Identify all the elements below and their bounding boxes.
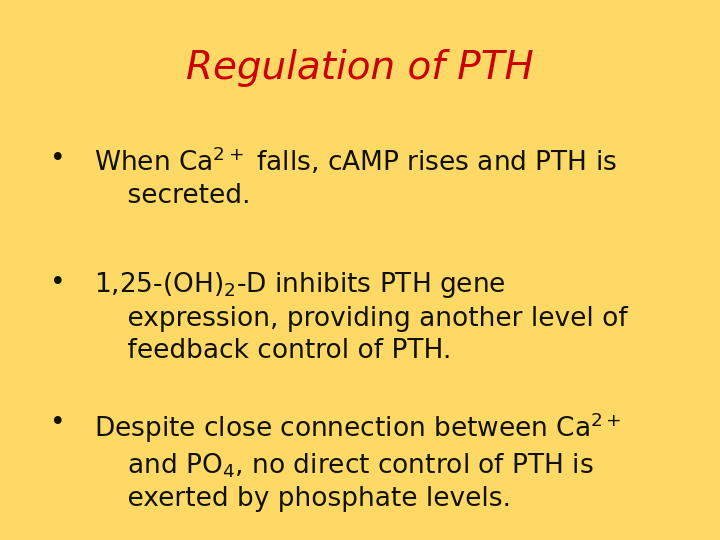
- Text: Despite close connection between Ca$^{2+}$
    and PO$_4$, no direct control of : Despite close connection between Ca$^{2+…: [94, 410, 621, 512]
- Text: 1,25-(OH)$_2$-D inhibits PTH gene
    expression, providing another level of
   : 1,25-(OH)$_2$-D inhibits PTH gene expres…: [94, 270, 627, 364]
- Text: •: •: [50, 146, 66, 172]
- Text: When Ca$^{2+}$ falls, cAMP rises and PTH is
    secreted.: When Ca$^{2+}$ falls, cAMP rises and PTH…: [94, 146, 616, 210]
- Text: Regulation of PTH: Regulation of PTH: [186, 49, 534, 86]
- Text: •: •: [50, 270, 66, 296]
- Text: •: •: [50, 410, 66, 436]
